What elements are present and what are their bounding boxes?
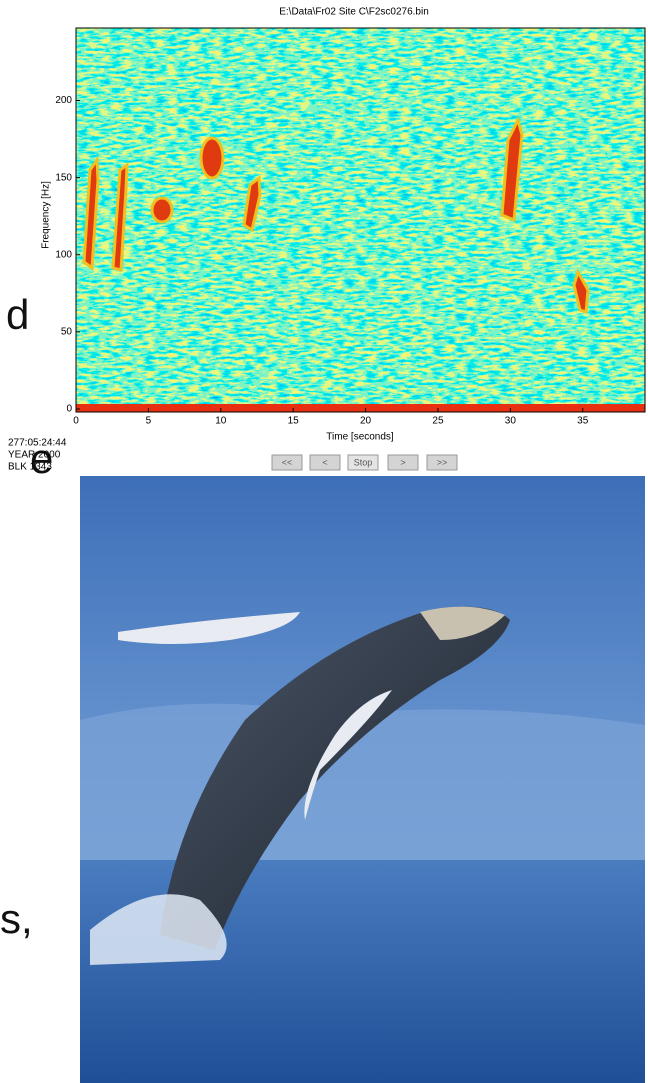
button-label: Stop [354, 457, 373, 467]
button-label: << [282, 457, 293, 467]
low-band [76, 404, 645, 412]
y-tick-label: 150 [55, 172, 72, 183]
y-tick-label: 0 [66, 404, 72, 415]
slide-text: s, [0, 895, 33, 942]
x-tick-label: 5 [146, 416, 152, 427]
nav-button[interactable]: >> [427, 455, 457, 470]
info-line: BLK 1343 [8, 462, 52, 473]
x-tick-label: 20 [360, 416, 372, 427]
y-axis-label: Frequency [Hz] [41, 181, 52, 249]
call [152, 198, 172, 222]
x-tick-label: 10 [215, 416, 227, 427]
info-line: YEAR 2000 [8, 450, 61, 461]
nav-button[interactable]: << [272, 455, 302, 470]
info-line: 277:05:24:44 [8, 438, 67, 449]
button-label: < [322, 457, 327, 467]
button-label: >> [437, 457, 448, 467]
whale-photo [80, 476, 645, 1083]
nav-button[interactable]: Stop [348, 455, 378, 470]
page: d e s, E:\Data\Fr02 Site C\F2sc0276.bin … [0, 0, 648, 1083]
button-bar: <<<Stop>>> [272, 455, 457, 470]
x-axis-label: Time [seconds] [326, 432, 394, 443]
nav-button[interactable]: < [310, 455, 340, 470]
x-tick-label: 15 [288, 416, 300, 427]
nav-button[interactable]: > [388, 455, 418, 470]
chart-title: E:\Data\Fr02 Site C\F2sc0276.bin [279, 7, 429, 18]
button-label: > [400, 457, 405, 467]
y-tick-label: 50 [61, 327, 73, 338]
sea [80, 860, 645, 1083]
x-tick-label: 25 [432, 416, 444, 427]
call [201, 138, 223, 178]
x-tick-label: 30 [505, 416, 517, 427]
slide-text: d [6, 291, 29, 338]
x-tick-label: 0 [73, 416, 79, 427]
x-tick-label: 35 [577, 416, 589, 427]
y-tick-label: 100 [55, 249, 72, 260]
spectrogram [76, 28, 645, 412]
y-tick-label: 200 [55, 95, 72, 106]
